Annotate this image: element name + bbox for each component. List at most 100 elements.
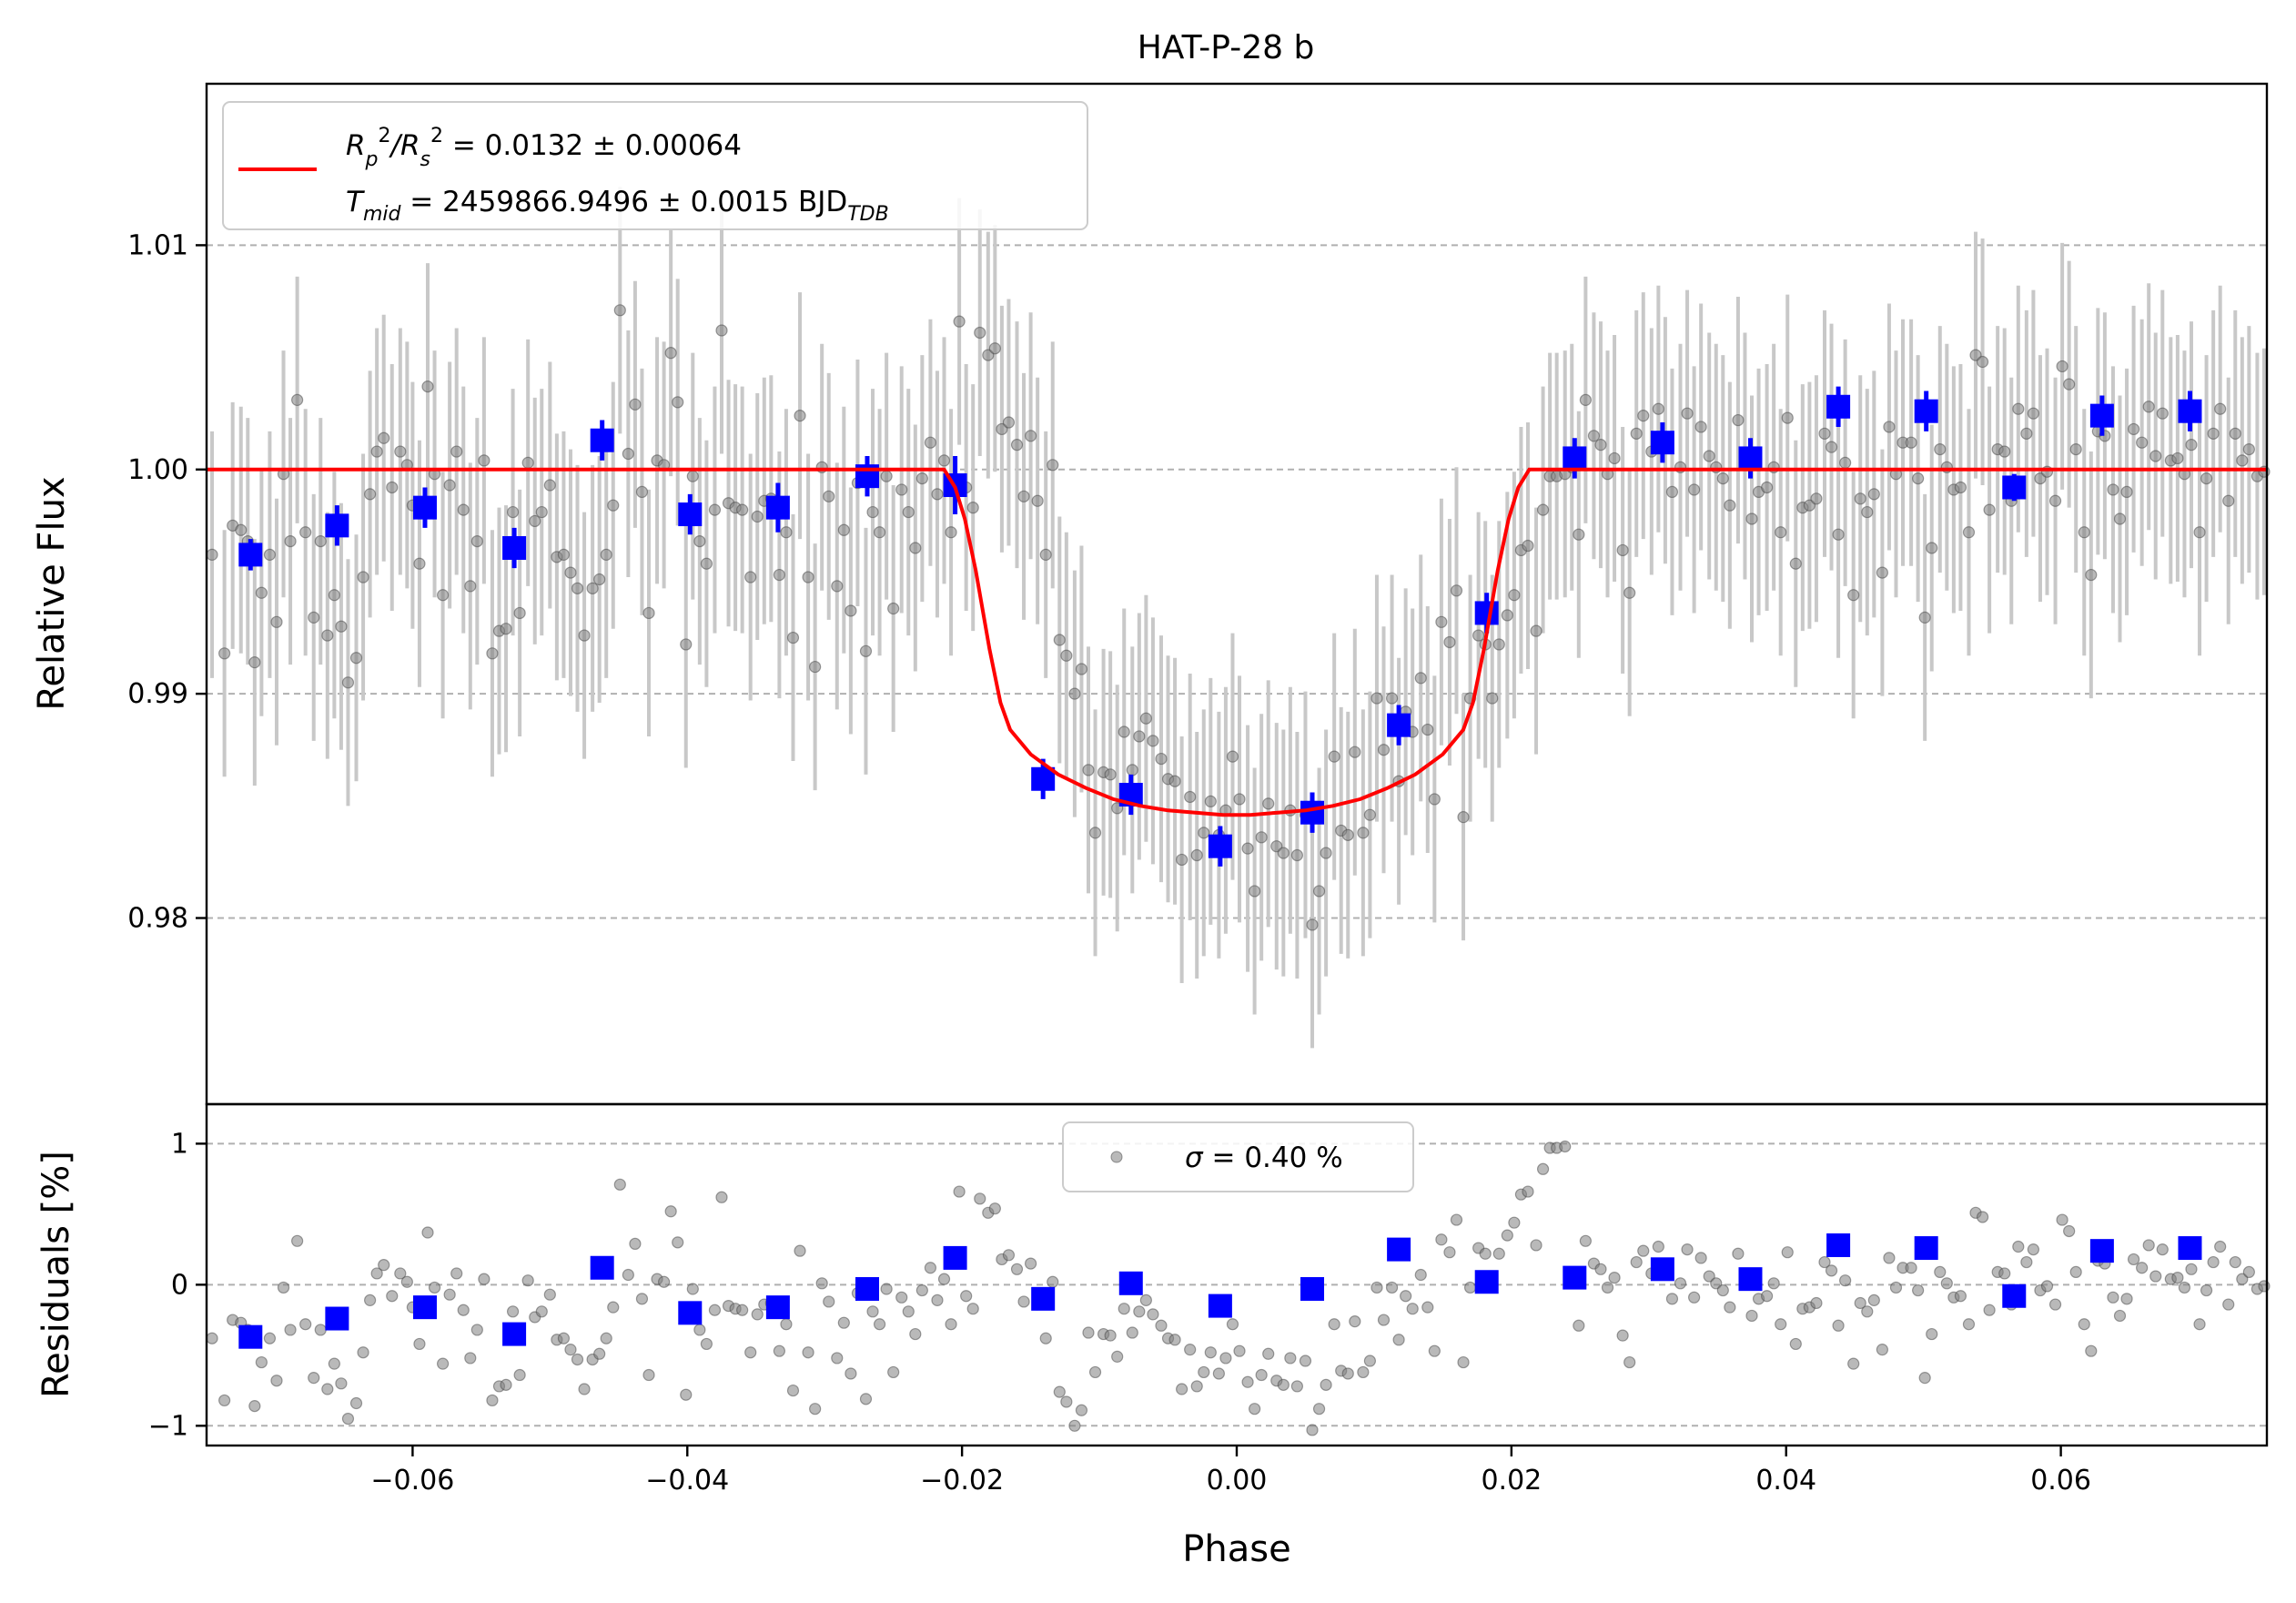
raw-flux-point bbox=[1190, 848, 1203, 862]
raw-flux-point bbox=[1421, 723, 1434, 736]
residual-point bbox=[1674, 1277, 1687, 1290]
binned-residual-point bbox=[2178, 1236, 2202, 1261]
residual-point bbox=[2078, 1318, 2090, 1331]
residual-point bbox=[1536, 1162, 1550, 1175]
raw-flux-point bbox=[370, 445, 383, 458]
raw-flux-point bbox=[1983, 503, 1996, 516]
residual-point bbox=[845, 1367, 857, 1380]
raw-flux-point bbox=[564, 566, 577, 579]
residual-point bbox=[1284, 1352, 1297, 1365]
raw-flux-point bbox=[1363, 808, 1377, 821]
raw-flux-point bbox=[680, 638, 693, 651]
raw-flux-point bbox=[593, 573, 606, 586]
raw-flux-point bbox=[1039, 548, 1052, 561]
raw-flux-point bbox=[578, 629, 591, 642]
binned-residual-point bbox=[1474, 1270, 1499, 1294]
residual-point bbox=[658, 1275, 671, 1288]
residual-point bbox=[1435, 1233, 1448, 1246]
bottom-panel-binned-points bbox=[238, 1233, 2202, 1349]
residual-point bbox=[751, 1308, 764, 1321]
residual-point bbox=[1940, 1277, 1953, 1290]
residual-point bbox=[1732, 1247, 1745, 1260]
top-panel-y-ticks: 0.98 0.99 1.00 1.01 bbox=[127, 229, 207, 935]
raw-flux-point bbox=[1133, 730, 1146, 743]
top-y-tick-label: 1.01 bbox=[127, 229, 188, 261]
raw-flux-point bbox=[794, 410, 806, 422]
binned-residual-point bbox=[1563, 1265, 1587, 1290]
residual-point bbox=[1637, 1244, 1650, 1257]
residual-point bbox=[1889, 1281, 1903, 1294]
top-y-tick-label: 1.00 bbox=[127, 454, 188, 486]
residual-point bbox=[1277, 1378, 1290, 1391]
binned-residual-point bbox=[1208, 1294, 1232, 1318]
residual-point bbox=[1363, 1354, 1377, 1367]
raw-flux-point bbox=[1176, 853, 1188, 867]
binned-residual-point bbox=[238, 1324, 263, 1349]
residual-point bbox=[1630, 1255, 1643, 1269]
residual-point bbox=[1522, 1185, 1534, 1198]
raw-flux-point bbox=[1761, 481, 1774, 494]
raw-flux-point bbox=[2027, 407, 2040, 420]
raw-flux-point bbox=[2078, 526, 2090, 539]
residual-point bbox=[1854, 1296, 1866, 1310]
binned-flux-point bbox=[2178, 399, 2202, 423]
raw-flux-point bbox=[1290, 848, 1304, 862]
raw-flux-point bbox=[1031, 494, 1044, 507]
x-tick-label: 0.06 bbox=[2030, 1465, 2091, 1496]
raw-flux-point bbox=[629, 398, 642, 411]
residual-point bbox=[1168, 1334, 1181, 1346]
raw-flux-point bbox=[924, 436, 937, 449]
residual-point bbox=[622, 1268, 634, 1282]
raw-flux-point bbox=[642, 606, 655, 620]
residual-point bbox=[2242, 1265, 2255, 1279]
residual-point bbox=[966, 1303, 979, 1315]
raw-flux-point bbox=[1587, 430, 1601, 442]
residual-point bbox=[837, 1316, 850, 1329]
binned-residual-point bbox=[2002, 1283, 2027, 1308]
residual-point bbox=[1104, 1329, 1117, 1342]
raw-flux-point bbox=[1443, 635, 1456, 649]
raw-flux-point bbox=[2085, 568, 2098, 582]
raw-flux-point bbox=[1017, 490, 1030, 502]
residual-point bbox=[736, 1304, 749, 1316]
residual-point bbox=[2069, 1265, 2082, 1279]
raw-flux-point bbox=[1934, 442, 1947, 456]
raw-flux-point bbox=[700, 557, 713, 570]
residual-point bbox=[1039, 1332, 1052, 1344]
residual-point bbox=[1601, 1281, 1614, 1294]
x-tick-label: −0.02 bbox=[920, 1465, 1004, 1496]
raw-flux-point bbox=[421, 380, 434, 393]
residual-point bbox=[1328, 1318, 1340, 1331]
residual-point bbox=[895, 1291, 908, 1304]
raw-flux-point bbox=[1912, 472, 1925, 485]
residual-point bbox=[450, 1267, 463, 1280]
top-panel-raw-points bbox=[206, 304, 2271, 931]
raw-flux-point bbox=[2012, 402, 2025, 415]
binned-residual-point bbox=[502, 1322, 527, 1346]
residual-point bbox=[794, 1244, 806, 1257]
residual-point bbox=[2048, 1298, 2062, 1311]
raw-flux-point bbox=[937, 454, 951, 467]
residual-point bbox=[478, 1273, 491, 1285]
residual-point bbox=[1060, 1395, 1073, 1408]
residual-point bbox=[206, 1332, 218, 1344]
raw-flux-point bbox=[635, 485, 649, 499]
residual-point bbox=[780, 1318, 793, 1331]
binned-residual-point bbox=[1650, 1257, 1674, 1282]
residual-point bbox=[1249, 1403, 1261, 1415]
residual-point bbox=[2040, 1280, 2054, 1293]
chart-title: HAT-P-28 b bbox=[1138, 29, 1315, 66]
residual-point bbox=[909, 1327, 922, 1341]
raw-flux-point bbox=[1435, 615, 1448, 628]
residual-point bbox=[1775, 1318, 1787, 1331]
binned-flux-point bbox=[1914, 399, 1938, 423]
raw-flux-point bbox=[2236, 454, 2249, 467]
raw-flux-point bbox=[1341, 828, 1354, 841]
raw-flux-point bbox=[1745, 512, 1758, 525]
raw-flux-point bbox=[270, 615, 283, 628]
raw-flux-point bbox=[500, 623, 512, 635]
raw-flux-point bbox=[478, 454, 491, 467]
residual-point bbox=[1652, 1240, 1664, 1253]
residual-point bbox=[1255, 1368, 1268, 1382]
